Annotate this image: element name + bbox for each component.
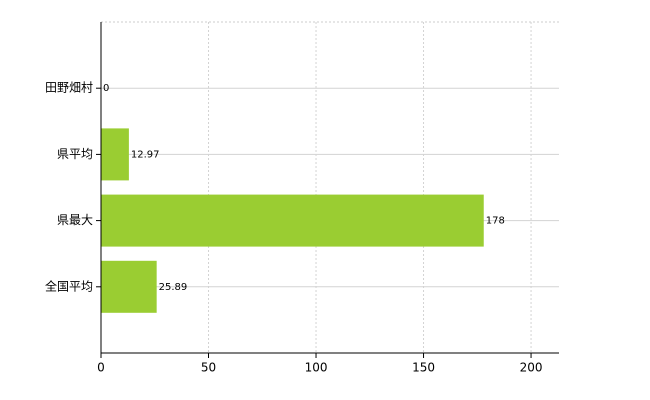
value-label: 25.89 bbox=[159, 282, 188, 293]
x-tick-label: 0 bbox=[97, 361, 105, 375]
value-label: 178 bbox=[486, 216, 505, 227]
y-tick-label: 県最大 bbox=[57, 213, 93, 227]
x-tick-label: 100 bbox=[305, 361, 328, 375]
value-label: 12.97 bbox=[131, 149, 160, 160]
bar bbox=[101, 194, 484, 247]
y-tick-label: 県平均 bbox=[57, 147, 93, 161]
value-label: 0 bbox=[103, 83, 109, 94]
bar bbox=[101, 128, 129, 181]
x-tick-label: 200 bbox=[520, 361, 543, 375]
x-tick-label: 50 bbox=[201, 361, 216, 375]
x-tick-label: 150 bbox=[412, 361, 435, 375]
y-tick-label: 全国平均 bbox=[45, 278, 93, 293]
y-tick-label: 田野畑村 bbox=[45, 81, 93, 95]
bar bbox=[101, 260, 157, 313]
